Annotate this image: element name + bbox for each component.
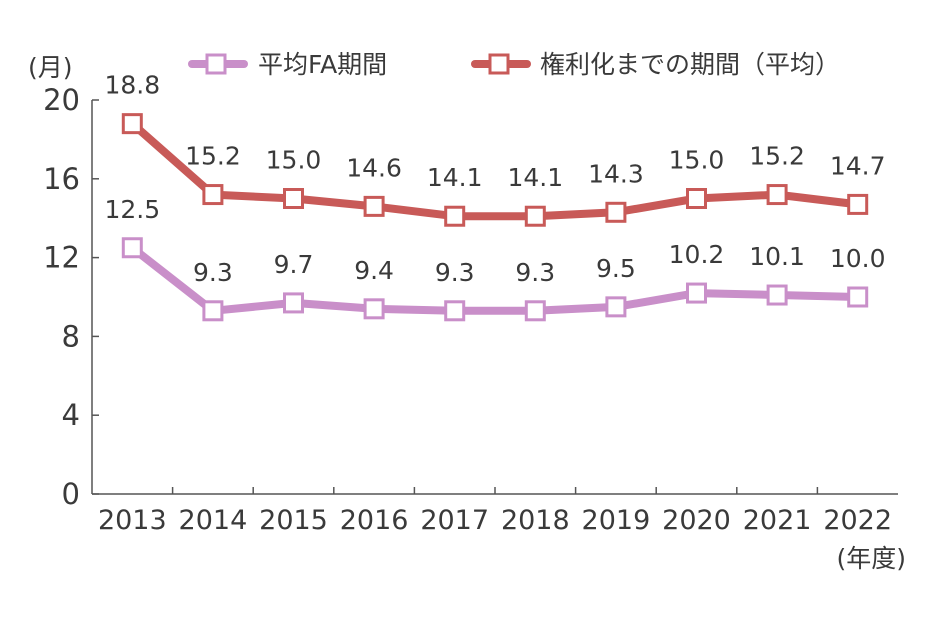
data-label-fa-period: 10.0: [830, 244, 886, 273]
data-point-fa-period: [121, 237, 143, 259]
data-label-grant-period: 14.1: [507, 163, 563, 192]
data-point-fa-period: [847, 286, 869, 308]
legend-label-fa-period: 平均FA期間: [258, 50, 387, 79]
data-point-fa-period: [444, 300, 466, 322]
x-axis-unit-label: (年度): [836, 544, 906, 573]
data-label-grant-period: 18.8: [104, 71, 160, 100]
x-tick-label: 2020: [662, 505, 731, 536]
data-label-fa-period: 9.4: [354, 256, 394, 285]
x-tick-label: 2018: [501, 505, 570, 536]
data-label-grant-period: 15.0: [266, 146, 322, 175]
data-label-grant-period: 14.3: [588, 159, 644, 188]
series-line-fa-period: [128, 243, 862, 315]
data-point-fa-period: [363, 298, 385, 320]
legend-marker-fa-period: [205, 53, 227, 75]
legend: 平均FA期間 権利化までの期間（平均）: [188, 50, 840, 79]
y-tick-label: 0: [62, 477, 80, 511]
data-label-grant-period: 14.1: [427, 163, 483, 192]
data-point-grant-period: [766, 184, 788, 206]
data-label-grant-period: 15.2: [185, 142, 241, 171]
x-tick-label: 2013: [98, 505, 167, 536]
data-point-fa-period: [766, 284, 788, 306]
y-tick-label: 4: [62, 398, 80, 432]
x-tick-label: 2019: [582, 505, 651, 536]
y-tick-label: 12: [43, 241, 80, 275]
y-tick-label: 16: [43, 162, 80, 196]
x-tick-label: 2014: [179, 505, 248, 536]
data-point-grant-period: [121, 113, 143, 135]
legend-item-fa-period: 平均FA期間: [188, 50, 387, 79]
data-label-grant-period: 14.6: [346, 153, 402, 182]
y-tick-label: 20: [43, 83, 80, 117]
data-label-fa-period: 9.7: [274, 250, 314, 279]
data-label-fa-period: 9.3: [515, 258, 555, 287]
data-point-grant-period: [686, 188, 707, 209]
data-label-fa-period: 12.5: [104, 195, 160, 224]
data-label-fa-period: 9.5: [596, 254, 636, 283]
x-tick-label: 2017: [420, 505, 489, 536]
data-point-grant-period: [202, 184, 224, 206]
data-point-fa-period: [283, 292, 304, 314]
legend-label-grant-period: 権利化までの期間（平均）: [540, 50, 840, 79]
legend-marker-grant-period: [488, 53, 510, 75]
data-point-grant-period: [524, 205, 546, 227]
data-label-grant-period: 14.7: [830, 151, 886, 180]
data-point-fa-period: [524, 300, 546, 322]
data-label-fa-period: 10.2: [669, 240, 725, 269]
data-label-grant-period: 15.2: [749, 142, 805, 171]
data-point-fa-period: [605, 296, 627, 318]
data-label-grant-period: 15.0: [669, 146, 725, 175]
x-tick-label: 2016: [340, 505, 409, 536]
data-label-fa-period: 10.1: [749, 242, 805, 271]
x-tick-label: 2022: [823, 505, 892, 536]
series-layer: 12.5 9.3 9.7 9.4 9.3 9.3 9.5 10.2 10.1 10.0 18.8 15…: [104, 71, 886, 322]
x-ticks: 2013 2014 2015 2016 2017 2018 2019 2020 2021 2022: [98, 487, 892, 536]
data-point-grant-period: [283, 188, 304, 209]
series-line-grant-period: [128, 119, 862, 221]
legend-item-grant-period: 権利化までの期間（平均）: [471, 50, 840, 79]
data-point-grant-period: [605, 201, 627, 223]
x-tick-label: 2021: [743, 505, 812, 536]
data-point-fa-period: [202, 300, 224, 322]
data-point-grant-period: [363, 195, 385, 217]
y-ticks: 0 4 8 12 16 20: [43, 83, 99, 511]
y-axis-unit-label: (月): [28, 53, 73, 82]
data-label-fa-period: 9.3: [193, 258, 233, 287]
x-tick-label: 2015: [259, 505, 328, 536]
data-point-grant-period: [847, 193, 869, 215]
y-tick-label: 8: [62, 319, 80, 353]
data-point-fa-period: [686, 282, 707, 304]
data-point-grant-period: [444, 205, 466, 227]
data-label-fa-period: 9.3: [435, 258, 475, 287]
